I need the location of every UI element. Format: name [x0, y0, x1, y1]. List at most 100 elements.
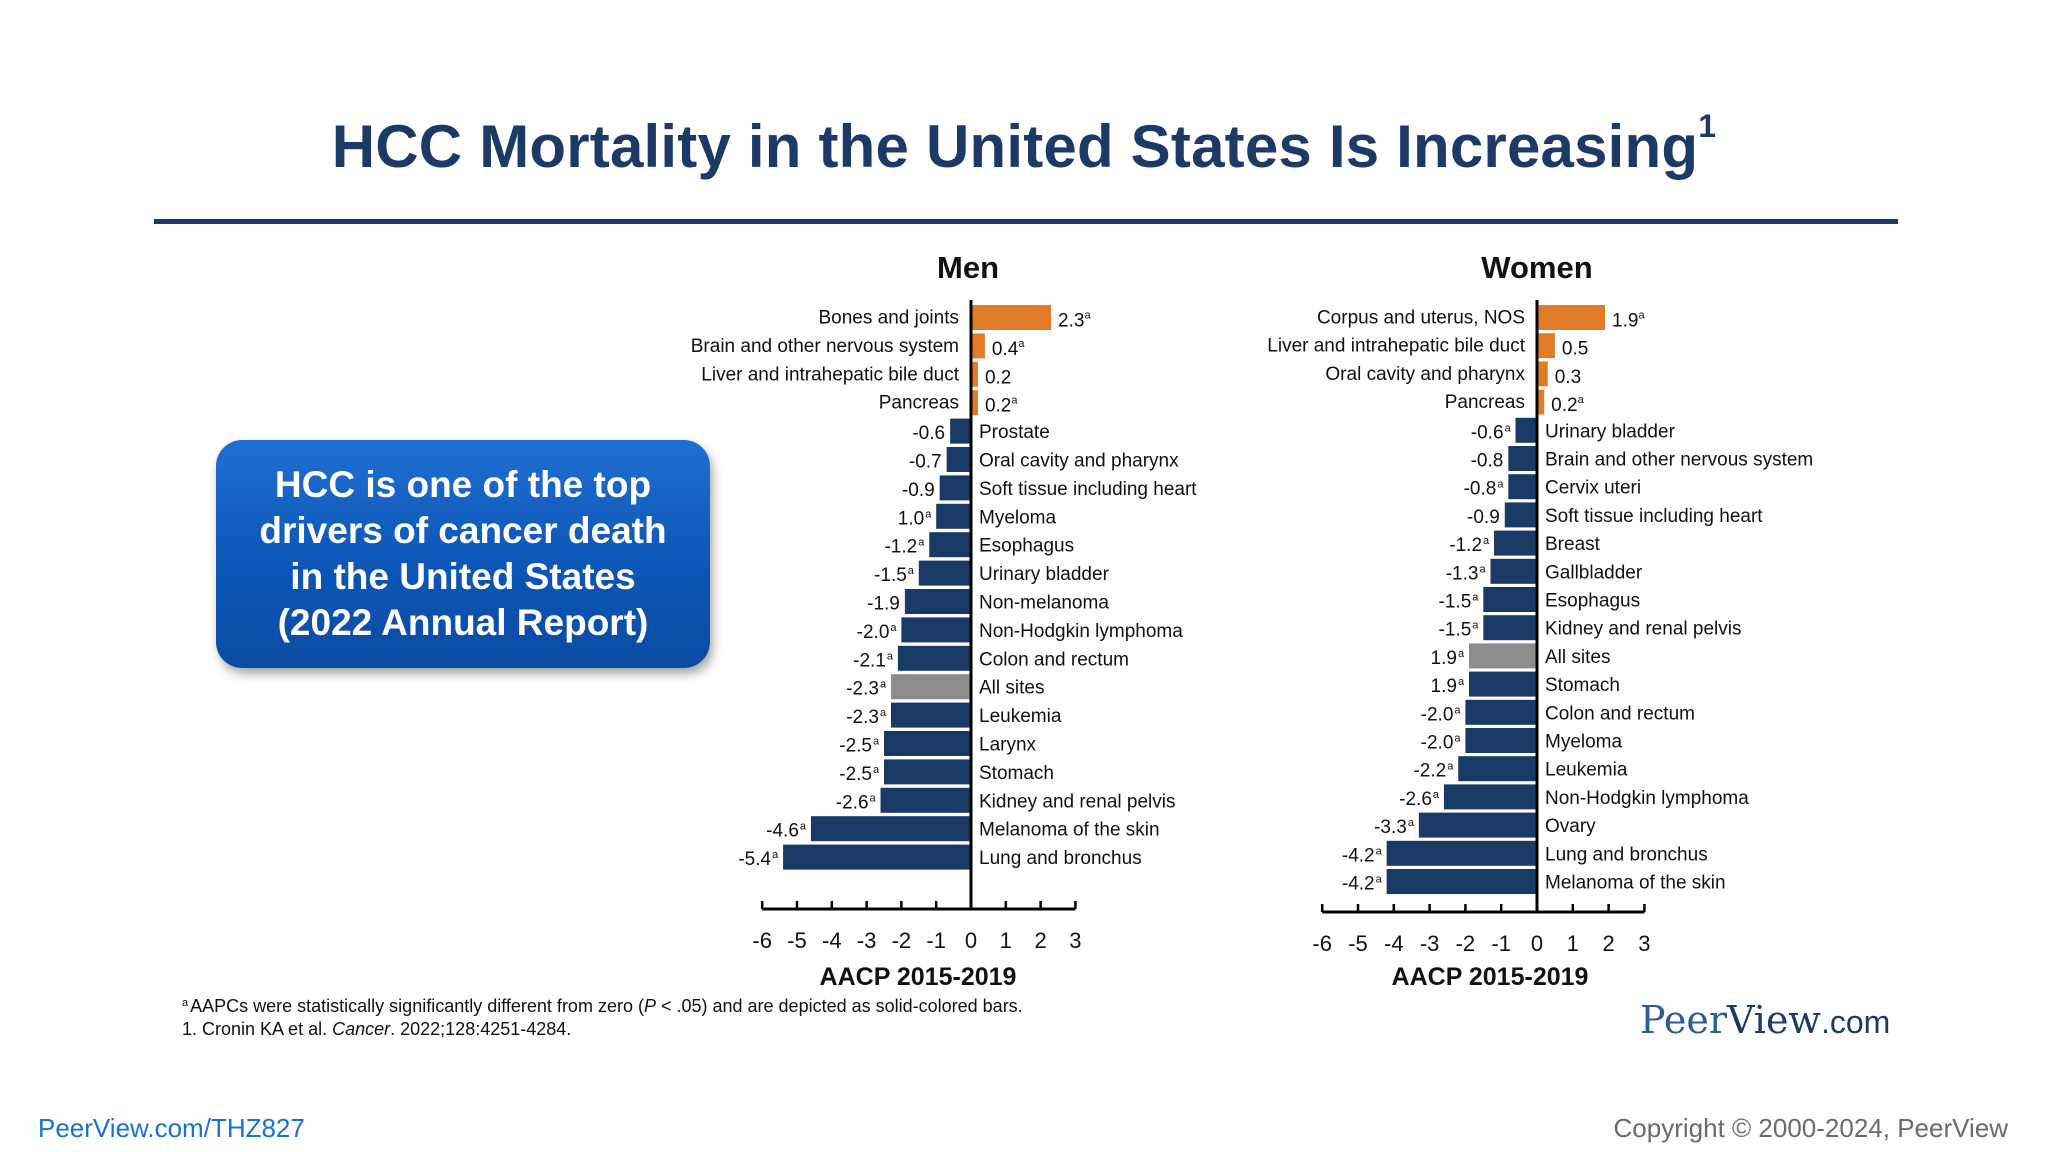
category-label: Prostate	[979, 422, 1050, 443]
significance-marker: a	[1454, 733, 1461, 745]
category-label: Melanoma of the skin	[979, 820, 1160, 841]
category-label: Leukemia	[979, 706, 1062, 727]
reference-citation: . 2022;128:4251-4284.	[390, 1019, 572, 1039]
value-label: -4.6	[766, 821, 799, 842]
value-label: -0.7	[909, 452, 942, 473]
bar	[939, 475, 971, 501]
category-label: Colon and rectum	[1545, 703, 1695, 724]
significance-marker: a	[890, 622, 897, 634]
significance-marker: a	[1479, 563, 1486, 575]
category-label: Pancreas	[879, 393, 959, 414]
footnote-significance: a AAPCs were statistically significantly …	[182, 996, 1023, 1017]
significance-marker: a	[772, 849, 779, 861]
bar	[890, 702, 971, 728]
category-label: All sites	[979, 678, 1044, 699]
logo-com: .com	[1820, 1004, 1891, 1040]
category-label: Myeloma	[1545, 732, 1623, 753]
significance-marker: a	[1447, 761, 1454, 773]
logo-view: View	[1727, 998, 1821, 1042]
logo-peer: Peer	[1640, 998, 1728, 1042]
value-label: 1.9	[1431, 648, 1457, 669]
category-label: Esophagus	[1545, 591, 1640, 612]
slide-title-text: HCC Mortality in the United States Is In…	[331, 113, 1699, 180]
value-label: -1.3	[1446, 563, 1479, 584]
bar	[918, 560, 971, 586]
value-label: -2.1	[853, 650, 886, 671]
x-tick-label: -5	[1348, 931, 1368, 956]
value-label: -2.0	[1421, 733, 1454, 754]
value-label: 1.9a	[1612, 310, 1645, 332]
reference-authors: 1. Cronin KA et al.	[182, 1019, 333, 1039]
category-label: Ovary	[1545, 816, 1596, 837]
category-label: Lung and bronchus	[1545, 844, 1708, 865]
significance-marker: a	[880, 707, 887, 719]
significance-marker: a	[1458, 648, 1465, 660]
x-axis-label: AACP 2015-2019	[1392, 963, 1589, 991]
bar	[1468, 643, 1537, 669]
callout-line: (2022 Annual Report)	[277, 602, 649, 643]
bar	[897, 645, 971, 671]
x-tick-label: -2	[892, 928, 912, 953]
chart-title-women: Women	[1481, 250, 1592, 285]
significance-marker: a	[873, 736, 880, 748]
x-tick-label: -1	[926, 928, 946, 953]
bar	[1418, 812, 1537, 838]
category-label: Stomach	[979, 763, 1054, 784]
bar	[1483, 615, 1537, 641]
value-label: -2.0	[1421, 704, 1454, 725]
title-divider	[154, 219, 1898, 224]
callout-line: in the United States	[290, 556, 636, 597]
value-label: 0.4a	[992, 338, 1025, 360]
category-label: Liver and intrahepatic bile duct	[1267, 336, 1525, 357]
value-label: -2.5	[839, 764, 872, 785]
chart-title-men: Men	[937, 250, 999, 285]
x-tick-label: -6	[1312, 931, 1332, 956]
value-label: -1.2	[884, 537, 917, 558]
x-tick-label: 1	[1567, 931, 1579, 956]
significance-marker: a	[1408, 817, 1415, 829]
callout-box: HCC is one of the top drivers of cancer …	[216, 440, 710, 668]
callout-text: HCC is one of the top drivers of cancer …	[241, 462, 684, 646]
value-label: -0.8	[1471, 451, 1504, 472]
value-label: -5.4	[738, 849, 771, 870]
bar	[1537, 389, 1545, 415]
bar	[890, 674, 971, 700]
value-label: -2.6	[836, 792, 869, 813]
significance-marker: a	[800, 821, 807, 833]
significance-marker: a	[1505, 422, 1512, 434]
bar	[1494, 530, 1537, 556]
bar	[904, 589, 971, 614]
bar	[971, 390, 978, 416]
category-label: Urinary bladder	[979, 564, 1110, 585]
x-tick-label: 2	[1602, 931, 1614, 956]
category-label: Soft tissue including heart	[1545, 506, 1763, 527]
value-label: -1.5	[1439, 592, 1472, 613]
value-label: -1.9	[867, 594, 900, 615]
copyright-text: Copyright © 2000-2024, PeerView	[1613, 1113, 2008, 1143]
category-label: Cervix uteri	[1545, 478, 1641, 499]
category-label: Oral cavity and pharynx	[979, 451, 1179, 472]
callout-line: HCC is one of the top	[274, 464, 652, 505]
x-tick-label: 2	[1034, 928, 1046, 953]
x-tick-label: -3	[857, 928, 877, 953]
bar	[901, 617, 971, 643]
value-label: 0.5	[1562, 339, 1588, 360]
bar	[1465, 699, 1537, 725]
category-label: Kidney and renal pelvis	[979, 791, 1175, 812]
category-label: Leukemia	[1545, 760, 1628, 781]
bar	[971, 305, 1052, 330]
bar	[1504, 502, 1537, 528]
value-label: -4.2	[1342, 874, 1375, 895]
category-label: Larynx	[979, 735, 1037, 756]
significance-marker: a	[908, 565, 915, 577]
value-label: -4.2	[1342, 845, 1375, 866]
footnote-text-1: AAPCs were statistically significantly d…	[190, 996, 644, 1016]
program-link[interactable]: PeerView.com/THZ827	[38, 1113, 305, 1143]
x-tick-label: 1	[1000, 928, 1012, 953]
significance-marker: a	[925, 508, 932, 520]
value-label: 2.3a	[1058, 310, 1091, 332]
category-label: Lung and bronchus	[979, 848, 1142, 869]
category-label: Bones and joints	[819, 308, 960, 329]
value-label: -0.6	[1471, 422, 1504, 443]
